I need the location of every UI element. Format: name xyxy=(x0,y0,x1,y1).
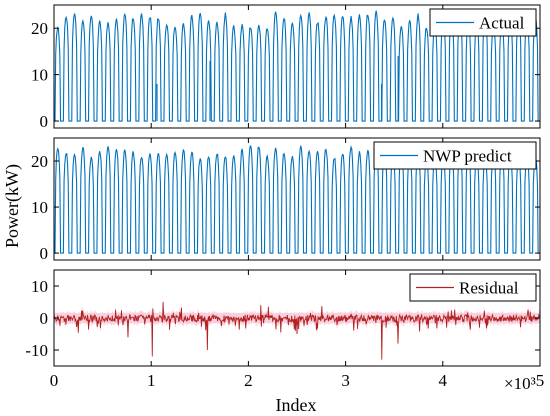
series-line xyxy=(54,301,540,360)
y-tick-label: 10 xyxy=(31,277,48,296)
legend: NWP predict xyxy=(373,141,537,170)
y-tick-label: 0 xyxy=(40,309,49,328)
x-tick-label: 1 xyxy=(147,371,156,390)
y-tick-label: 10 xyxy=(31,66,48,85)
axes-frame xyxy=(53,137,541,261)
legend-label: Residual xyxy=(459,279,519,298)
y-tick-label: -10 xyxy=(25,341,48,360)
panel-2: 0 10 20 NWP predict xyxy=(31,137,541,263)
x-axis-label: Index xyxy=(276,395,317,415)
x-tick-label: 3 xyxy=(341,371,350,390)
legend-label: Actual xyxy=(479,14,525,33)
legend-label: NWP predict xyxy=(423,147,512,166)
x-tick-label: 2 xyxy=(244,371,253,390)
x-tick-label: 5 xyxy=(536,371,545,390)
legend: Actual xyxy=(429,8,537,37)
x-axis-multiplier: ×10³ xyxy=(504,374,536,393)
y-tick-label: 0 xyxy=(40,244,49,263)
y-tick-label: 20 xyxy=(31,19,48,38)
y-axis-label: Power(kW) xyxy=(2,164,23,248)
axes-frame xyxy=(53,4,541,129)
y-tick-label: 20 xyxy=(31,152,48,171)
x-tick-label: 0 xyxy=(50,371,59,390)
legend: Residual xyxy=(409,273,537,302)
panel-1: 0 10 20 Actual xyxy=(31,4,541,131)
y-tick-label: 10 xyxy=(31,198,48,217)
plot-area xyxy=(54,297,540,365)
x-tick-label: 4 xyxy=(439,371,448,390)
y-tick-label: 0 xyxy=(40,112,49,131)
